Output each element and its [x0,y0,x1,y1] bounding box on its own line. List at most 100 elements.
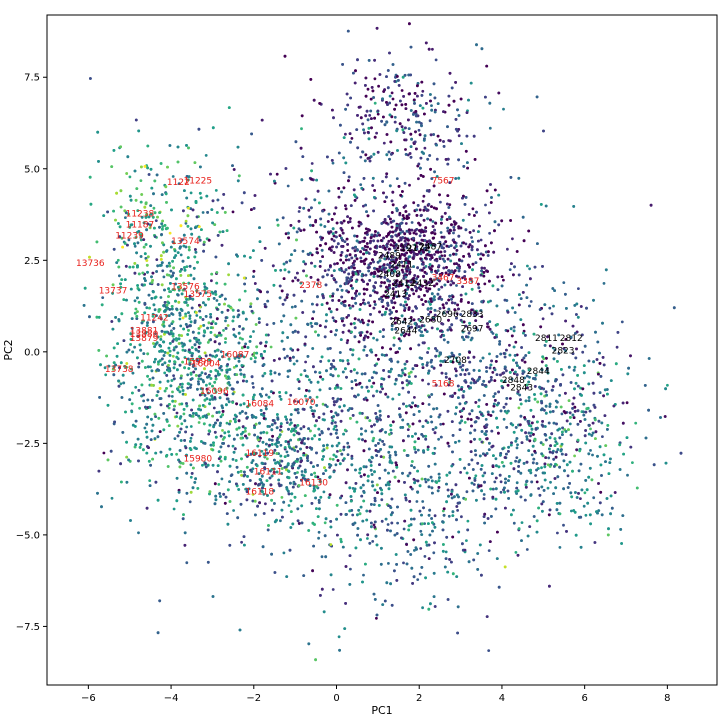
data-point [197,345,201,349]
data-point [201,211,205,214]
data-point [337,441,341,445]
data-point [388,454,392,457]
data-point [182,412,186,416]
data-point [386,523,390,526]
data-point [404,332,408,336]
data-point [555,450,558,454]
data-point [101,296,105,299]
data-point [488,352,491,356]
data-point [385,101,388,104]
data-point [205,383,208,387]
data-point [178,402,182,406]
data-point [177,385,181,389]
data-point [463,421,467,424]
data-point [223,211,227,214]
data-point [626,473,629,477]
data-point [502,278,505,282]
data-point [418,234,422,238]
data-point [380,498,384,502]
data-point [136,296,139,300]
data-point [204,372,207,376]
data-point [240,540,244,544]
data-point [373,300,376,304]
data-point [286,454,290,457]
data-point [107,364,111,368]
data-point [551,346,555,350]
data-point [175,452,179,456]
data-point [180,422,184,426]
data-point [381,387,384,391]
data-point [417,177,420,181]
data-point [186,386,190,390]
data-point [549,480,552,484]
data-point [285,421,289,424]
data-point [153,308,157,312]
data-point [242,535,246,538]
data-point [522,331,525,335]
data-point [512,521,516,525]
data-point [218,358,221,361]
data-point [204,154,208,157]
data-point [144,366,147,369]
data-point [179,253,183,257]
data-point [217,483,221,486]
data-point [409,319,413,323]
data-point [317,530,321,534]
data-point [371,540,375,543]
data-point [114,316,117,319]
data-point [431,47,434,51]
data-point [402,561,405,565]
data-point [154,332,157,335]
data-point [138,406,142,410]
data-point [296,450,300,453]
data-point [279,268,283,272]
data-point [219,415,223,419]
data-point [414,375,417,378]
data-point [166,351,170,355]
data-point [443,254,447,258]
data-point [547,456,551,460]
data-point [265,323,269,326]
data-point [133,244,137,248]
data-point [424,265,428,268]
data-point [534,474,537,477]
data-point [421,500,425,503]
data-point [558,546,562,549]
data-point [427,382,430,386]
data-point [177,182,181,186]
data-point [285,450,289,454]
data-point [252,395,255,399]
data-point [360,427,363,431]
data-point [441,422,445,426]
data-point [150,297,154,300]
data-point [394,249,397,253]
data-point [119,382,123,386]
data-point [482,493,486,496]
data-point [359,155,363,159]
data-point [286,336,289,339]
data-point [231,444,235,448]
data-point [177,288,181,292]
data-point [531,444,535,448]
data-point [214,189,218,192]
data-point [184,219,188,223]
data-point [207,432,211,436]
data-point [185,561,189,565]
data-point [346,441,350,445]
data-point [453,308,457,311]
data-point [540,466,543,470]
data-point [241,337,244,341]
data-point [472,229,475,233]
data-point [480,269,483,273]
data-point [185,425,189,429]
data-point [388,456,392,459]
data-point [163,371,167,375]
data-point [453,262,456,266]
data-point [466,519,470,523]
data-point [416,82,420,85]
data-point [310,162,314,165]
data-point [368,304,372,307]
data-point [262,492,266,496]
data-point [473,311,477,315]
data-point [634,421,638,425]
